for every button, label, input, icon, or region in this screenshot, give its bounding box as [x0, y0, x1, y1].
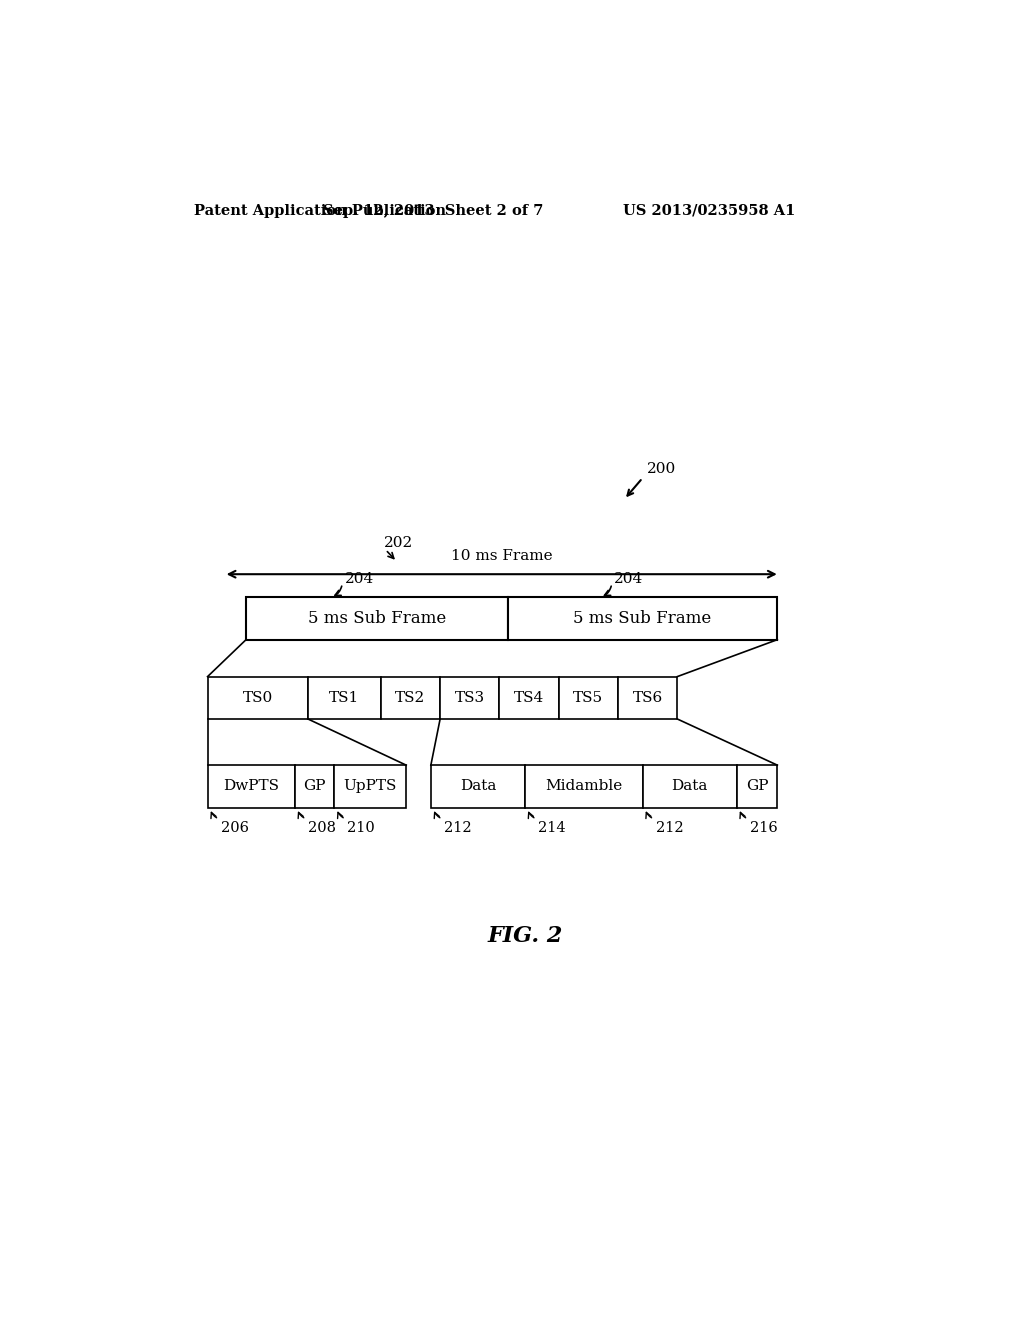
Text: TS6: TS6	[633, 690, 663, 705]
Bar	[295, 766, 334, 808]
Text: GP: GP	[745, 779, 768, 793]
Text: Sep. 12, 2013  Sheet 2 of 7: Sep. 12, 2013 Sheet 2 of 7	[323, 203, 544, 218]
Text: TS0: TS0	[243, 690, 272, 705]
Bar	[334, 766, 407, 808]
Text: 200: 200	[646, 462, 676, 475]
Text: 212: 212	[444, 821, 472, 836]
Text: FIG. 2: FIG. 2	[487, 925, 562, 948]
Bar	[246, 597, 508, 640]
Text: TS4: TS4	[514, 690, 544, 705]
Bar	[736, 766, 777, 808]
Text: 212: 212	[655, 821, 683, 836]
Text: 5 ms Sub Frame: 5 ms Sub Frame	[573, 610, 712, 627]
Text: UpPTS: UpPTS	[343, 779, 397, 793]
Text: US 2013/0235958 A1: US 2013/0235958 A1	[624, 203, 796, 218]
Bar	[431, 766, 525, 808]
Bar	[617, 677, 677, 719]
Text: Data: Data	[672, 779, 708, 793]
Text: 208: 208	[308, 821, 336, 836]
Bar	[208, 766, 295, 808]
Text: Patent Application Publication: Patent Application Publication	[194, 203, 445, 218]
Text: GP: GP	[303, 779, 326, 793]
Text: 10 ms Frame: 10 ms Frame	[451, 549, 553, 564]
Text: 204: 204	[345, 572, 374, 586]
Text: Midamble: Midamble	[545, 779, 623, 793]
Text: TS3: TS3	[455, 690, 484, 705]
Text: 206: 206	[220, 821, 249, 836]
Text: 5 ms Sub Frame: 5 ms Sub Frame	[308, 610, 446, 627]
Bar	[208, 677, 308, 719]
Bar	[500, 677, 559, 719]
Bar	[508, 597, 777, 640]
Text: 204: 204	[614, 572, 643, 586]
Text: TS2: TS2	[395, 690, 426, 705]
Text: 214: 214	[538, 821, 565, 836]
Text: TS5: TS5	[573, 690, 603, 705]
Bar	[308, 677, 381, 719]
Text: Data: Data	[460, 779, 496, 793]
Text: 202: 202	[384, 536, 413, 550]
Text: DwPTS: DwPTS	[223, 779, 280, 793]
Text: TS1: TS1	[330, 690, 359, 705]
Text: 216: 216	[750, 821, 777, 836]
Bar	[642, 766, 736, 808]
Bar	[559, 677, 617, 719]
Bar	[440, 677, 500, 719]
Bar	[525, 766, 642, 808]
Bar	[381, 677, 440, 719]
Text: 210: 210	[347, 821, 375, 836]
